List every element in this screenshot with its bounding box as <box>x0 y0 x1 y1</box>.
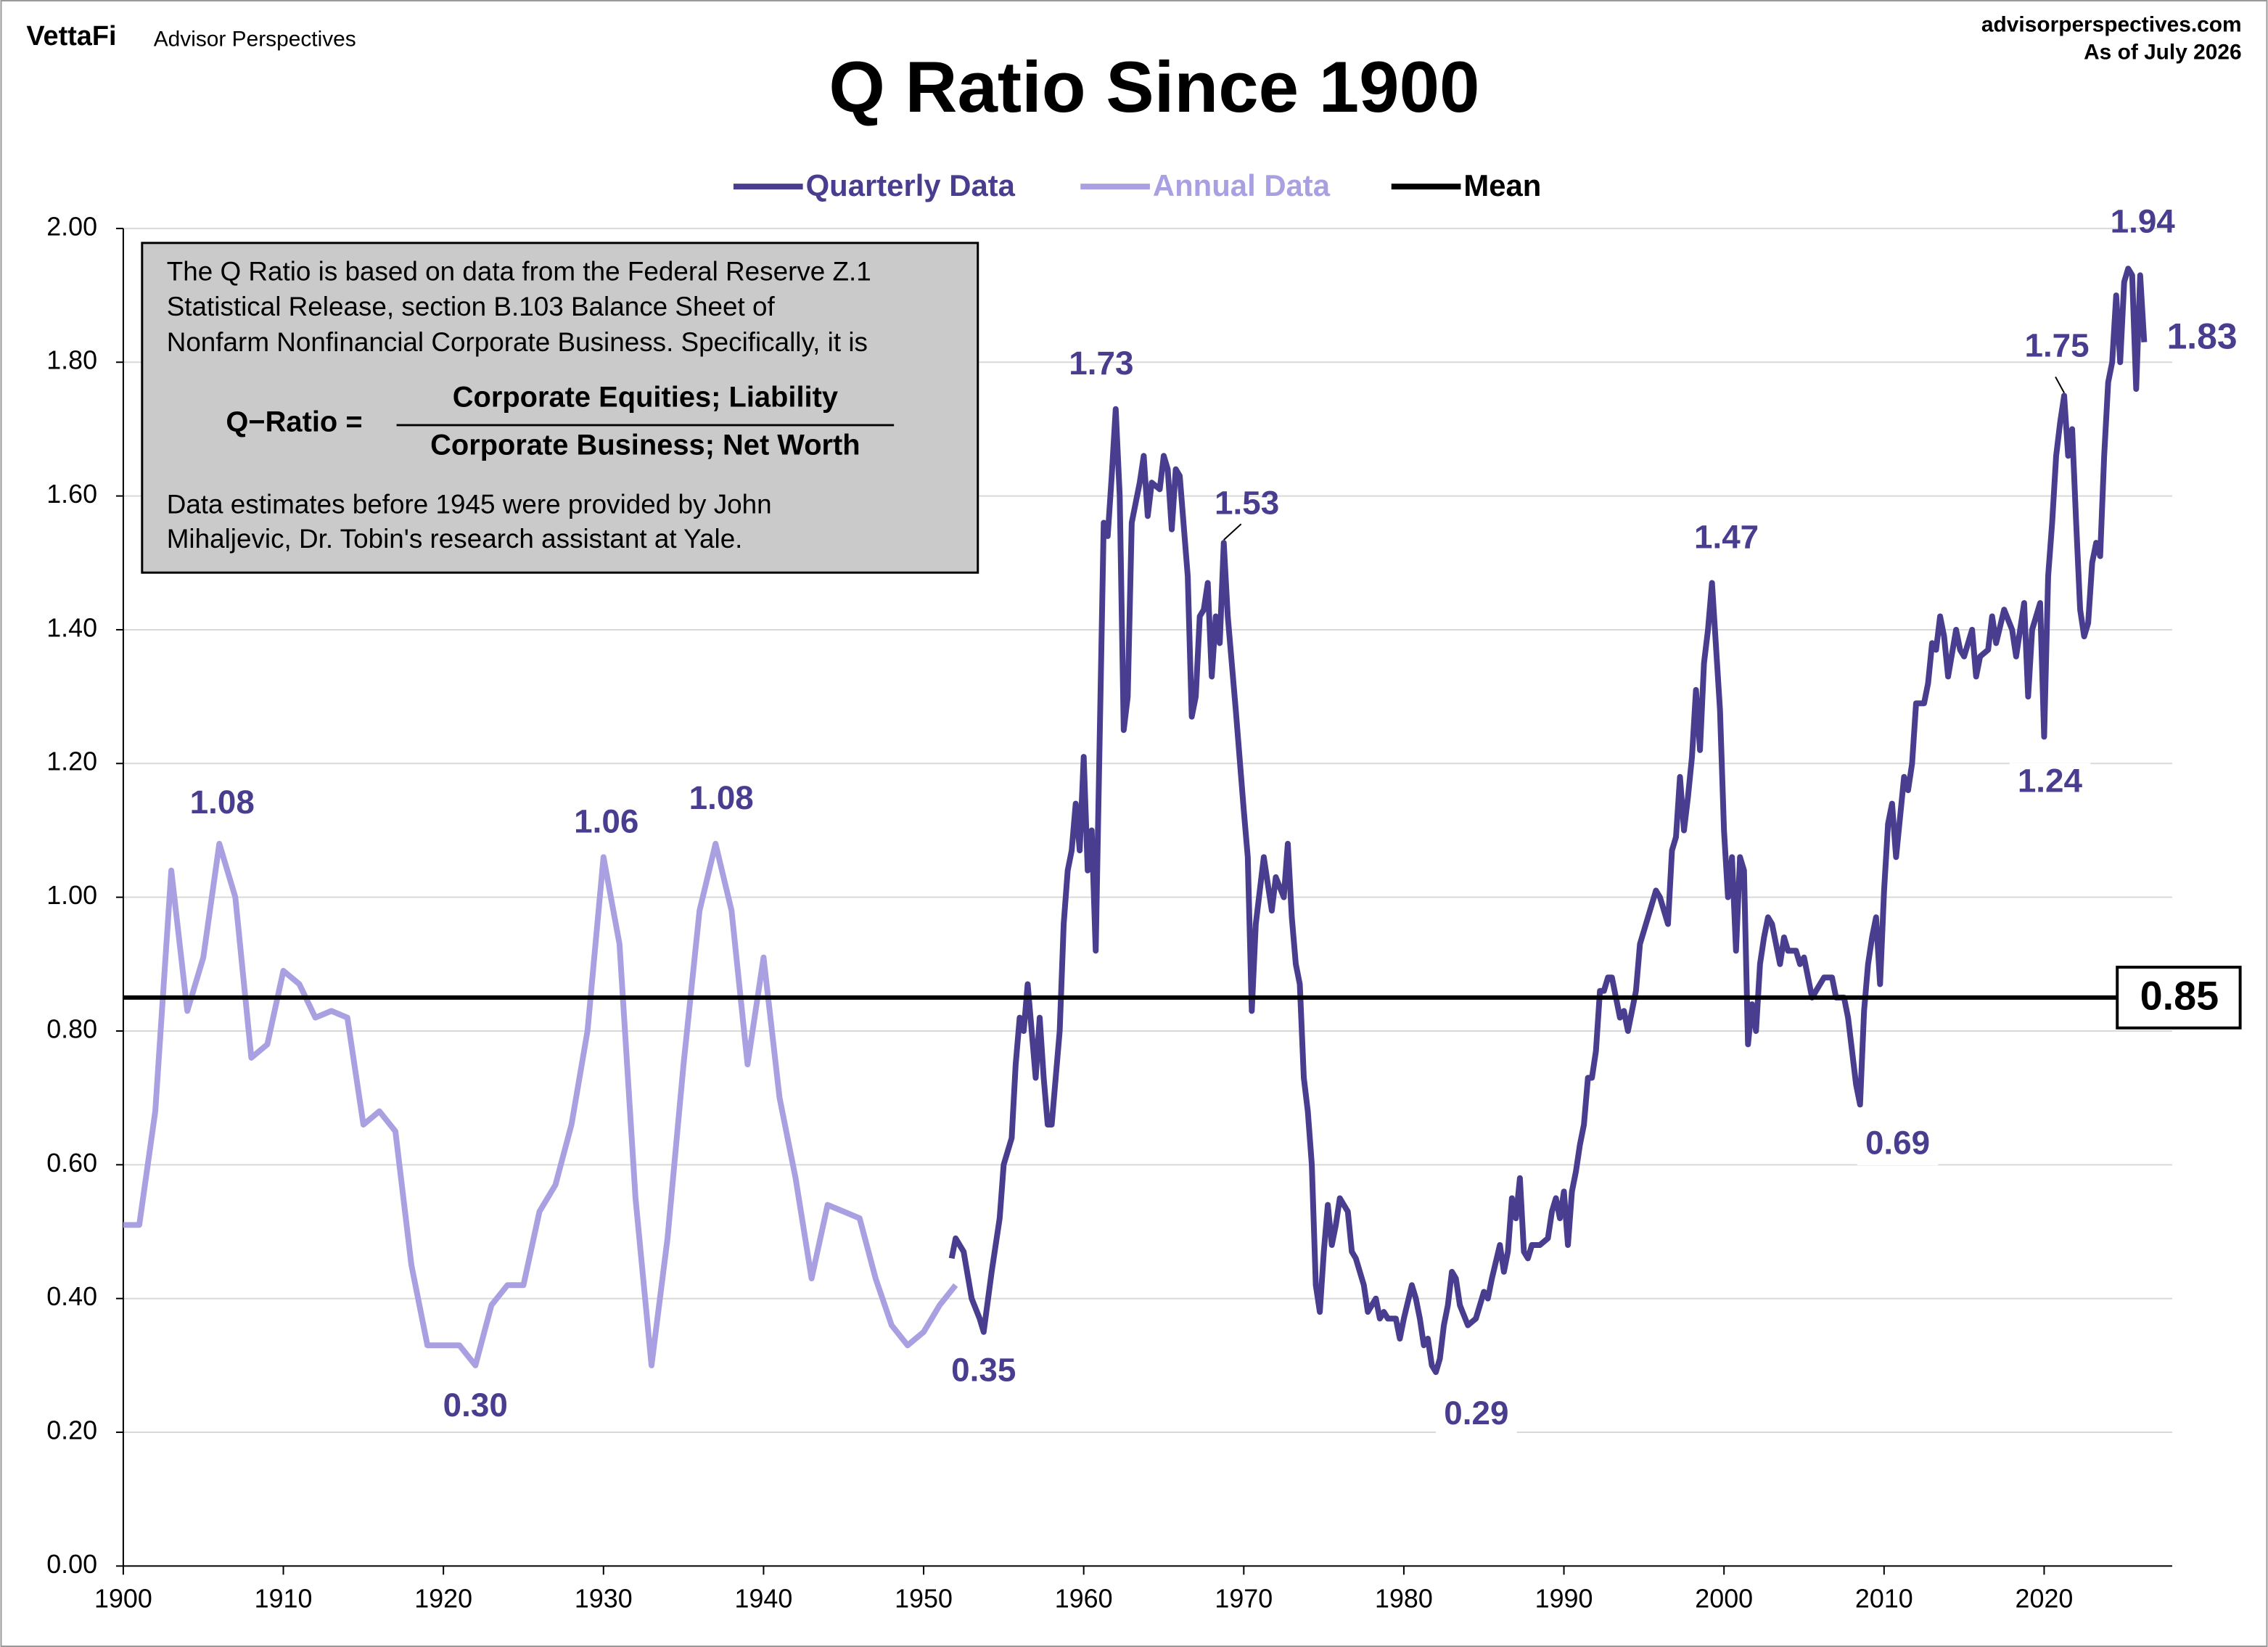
formula-numerator: Corporate Equities; Liability <box>453 382 838 414</box>
x-tick-label: 1970 <box>1215 1585 1273 1614</box>
annotation: 1.24 <box>2018 762 2083 799</box>
note-line: Nonfarm Nonfinancial Corporate Business.… <box>167 327 868 357</box>
note-line: Mihaljevic, Dr. Tobin's research assista… <box>167 524 743 554</box>
date: As of July 2026 <box>2084 41 2242 65</box>
annotation: 1.83 <box>2167 316 2238 357</box>
x-tick-label: 1990 <box>1535 1585 1593 1614</box>
annotation-bg <box>1857 1125 1939 1166</box>
note-line: Statistical Release, section B.103 Balan… <box>167 292 776 321</box>
y-tick-label: 2.00 <box>46 212 97 241</box>
y-tick-label: 1.60 <box>46 480 97 509</box>
y-tick-label: 0.60 <box>46 1149 97 1178</box>
x-tick-label: 2010 <box>1855 1585 1913 1614</box>
annotation-bg <box>435 1387 517 1428</box>
annotation: 0.35 <box>951 1352 1016 1389</box>
legend: Quarterly Data Annual Data Mean <box>733 168 1541 202</box>
annotation: 0.29 <box>1444 1395 1508 1432</box>
mean-label-box <box>2116 966 2242 1030</box>
grid: 0.00 0.20 0.40 0.60 0.80 1.00 1.20 1.40 1.60 1.80… <box>46 212 2172 1614</box>
legend-label: Quarterly Data <box>806 168 1016 202</box>
series-line <box>123 840 958 1368</box>
leader-line <box>2055 376 2065 393</box>
legend-label: Annual Data <box>1153 168 1331 202</box>
x-tick-label: 1900 <box>94 1585 152 1614</box>
x-tick-label: 1960 <box>1055 1585 1113 1614</box>
site: advisorperspectives.com <box>1981 13 2242 37</box>
annotation: 1.75 <box>2024 327 2089 364</box>
x-tick-label: 1910 <box>255 1585 313 1614</box>
x-tick-label: 1920 <box>414 1585 472 1614</box>
y-tick-label: 1.80 <box>46 346 97 375</box>
y-tick-label: 0.00 <box>46 1550 97 1579</box>
annotation: 1.08 <box>689 779 754 816</box>
annotation: 0.30 <box>443 1387 508 1424</box>
chart-title: Q Ratio Since 1900 <box>829 47 1479 128</box>
x-tick-label: 2000 <box>1695 1585 1753 1614</box>
x-tick-label: 2020 <box>2016 1585 2074 1614</box>
x-tick-label: 1930 <box>575 1585 633 1614</box>
annotation: 1.47 <box>1694 519 1759 556</box>
brand: VettaFi <box>26 21 116 52</box>
y-tick-label: 0.20 <box>46 1416 97 1445</box>
annotation-bg <box>942 1352 1024 1393</box>
x-tick-label: 1940 <box>735 1585 793 1614</box>
x-tick-label: 1950 <box>895 1585 953 1614</box>
note-line: The Q Ratio is based on data from the Fe… <box>167 256 871 286</box>
formula-label: Q−Ratio = <box>226 406 362 438</box>
annotation: 1.06 <box>574 803 638 840</box>
plot: 0.85 1.08 0.30 1.06 1.08 0.35 1.73 1.53 0.29 1.47… <box>123 203 2242 1436</box>
note-line: Data estimates before 1945 were provided… <box>167 489 772 519</box>
annotation: 1.08 <box>190 784 255 821</box>
note-box <box>141 242 979 574</box>
y-tick-label: 0.40 <box>46 1282 97 1311</box>
annotation: 1.53 <box>1215 484 1279 521</box>
y-tick-label: 0.80 <box>46 1014 97 1043</box>
formula-denominator: Corporate Business; Net Worth <box>430 429 860 461</box>
annotation: 1.94 <box>2111 203 2176 240</box>
annotation: 0.69 <box>1865 1124 1930 1161</box>
annotation-bg <box>2009 763 2091 804</box>
annotation: 1.73 <box>1069 345 1133 382</box>
y-tick-label: 1.40 <box>46 613 97 642</box>
leader-line <box>1223 523 1242 541</box>
note: Q−Ratio = Corporate Equities; Liability … <box>141 242 979 574</box>
legend-label: Mean <box>1463 168 1541 202</box>
x-tick-label: 1980 <box>1375 1585 1433 1614</box>
annotation-bg <box>1436 1395 1517 1436</box>
series-line <box>948 266 2148 1376</box>
y-tick-label: 1.20 <box>46 747 97 776</box>
mean-label: 0.85 <box>2140 973 2219 1019</box>
publisher: Advisor Perspectives <box>154 28 356 52</box>
y-tick-label: 1.00 <box>46 881 97 910</box>
